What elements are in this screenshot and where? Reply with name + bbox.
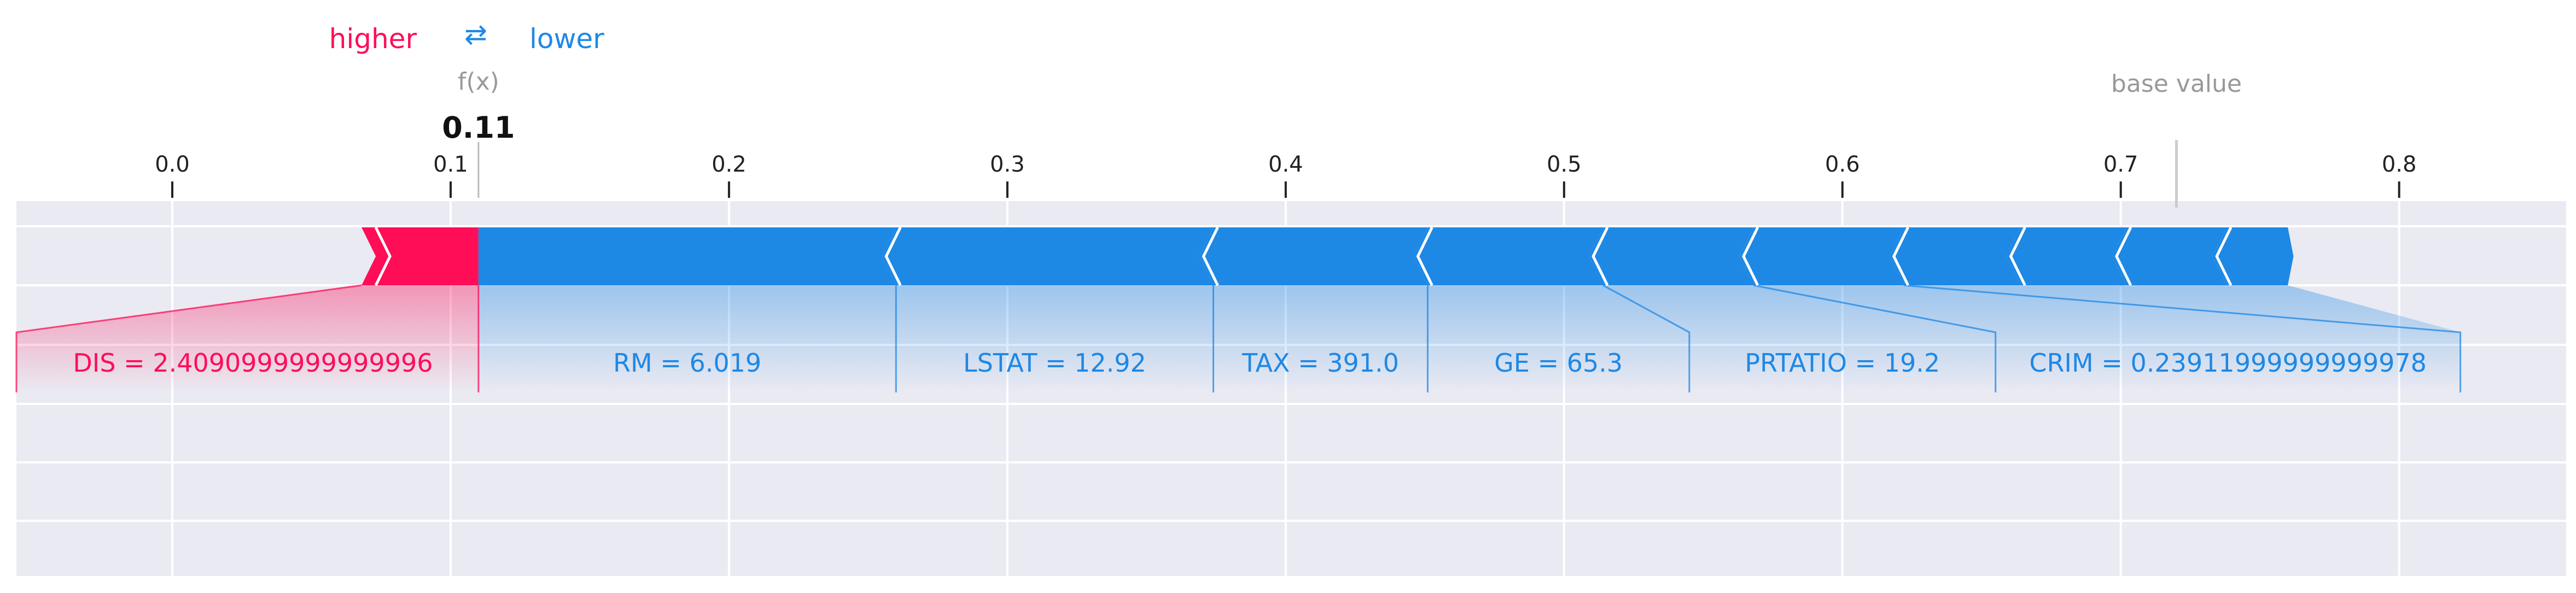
feature-label-ge: GE = 65.3: [1494, 348, 1623, 378]
higher-gradient-region: [16, 285, 479, 392]
bar-segment-6: [1739, 227, 1904, 285]
bar-separator-4: [1416, 226, 1433, 286]
legend: higher ⇄ lower: [329, 19, 604, 55]
base-value-caption: base value: [2111, 70, 2242, 98]
tick-label-0: 0.0: [155, 152, 190, 177]
bar-segment-1: [478, 227, 896, 285]
bar-segment-3: [1199, 227, 1428, 285]
legend-lower-label: lower: [529, 23, 604, 55]
feature-label-prtatio: PRTATIO = 19.2: [1745, 348, 1940, 378]
bar-segment-5: [1589, 227, 1753, 285]
label-gradient-regions: [16, 285, 2461, 392]
feature-labels: RM = 6.019 LSTAT = 12.92 TAX = 391.0 GE = 6…: [73, 348, 2427, 378]
tick-label-6: 0.6: [1825, 152, 1860, 177]
feature-label-rm: RM = 6.019: [613, 348, 761, 378]
connector-ge: [1602, 284, 1691, 392]
bar-separator-2: [884, 226, 902, 286]
output-caption: f(x): [458, 68, 499, 96]
bar-segment-0: [362, 227, 479, 285]
bar-segment-8: [2006, 227, 2126, 285]
bar-segment-9: [2112, 227, 2227, 285]
connector-prtatio: [1753, 284, 1997, 392]
label-connectors: [15, 284, 2462, 392]
connector-dis: [15, 284, 362, 392]
lower-gradient-region: [478, 285, 2461, 392]
bar-separator-3: [1202, 226, 1219, 286]
feature-label-dis: DIS = 2.4090999999999996: [73, 348, 433, 378]
x-axis: 0.0 0.1 0.2 0.3 0.4 0.5 0.6 0.7 0.8: [155, 152, 2416, 198]
tick-label-5: 0.5: [1547, 152, 1582, 177]
bar-separator-higher: [374, 226, 392, 286]
bar-separator-6: [1742, 226, 1759, 286]
feature-label-crim: CRIM = 0.23911999999999978: [2029, 348, 2427, 378]
bar-separator-5: [1592, 226, 1609, 286]
tick-label-3: 0.3: [990, 152, 1025, 177]
tick-label-1: 0.1: [433, 152, 468, 177]
bar-segment-10: [2212, 227, 2294, 285]
bar-separator-9: [2115, 226, 2132, 286]
tick-label-4: 0.4: [1268, 152, 1303, 177]
bar-separator-8: [2009, 226, 2026, 286]
value-markers: f(x) 0.11 base value: [442, 68, 2242, 208]
force-bars: [362, 226, 2294, 286]
bar-separator-7: [1892, 226, 1909, 286]
bar-separator-10: [2215, 226, 2233, 286]
connector-crim: [1903, 284, 2462, 392]
bar-segment-4: [1413, 227, 1604, 285]
tick-label-2: 0.2: [712, 152, 747, 177]
feature-label-lstat: LSTAT = 12.92: [963, 348, 1146, 378]
bar-segment-7: [1889, 227, 2021, 285]
tick-label-8: 0.8: [2382, 152, 2417, 177]
legend-arrow-icon: ⇄: [464, 19, 487, 50]
legend-higher-label: higher: [329, 23, 417, 55]
bar-segment-2: [882, 227, 1214, 285]
tick-label-7: 0.7: [2103, 152, 2138, 177]
output-value: 0.11: [442, 110, 515, 145]
feature-label-tax: TAX = 391.0: [1242, 348, 1399, 378]
